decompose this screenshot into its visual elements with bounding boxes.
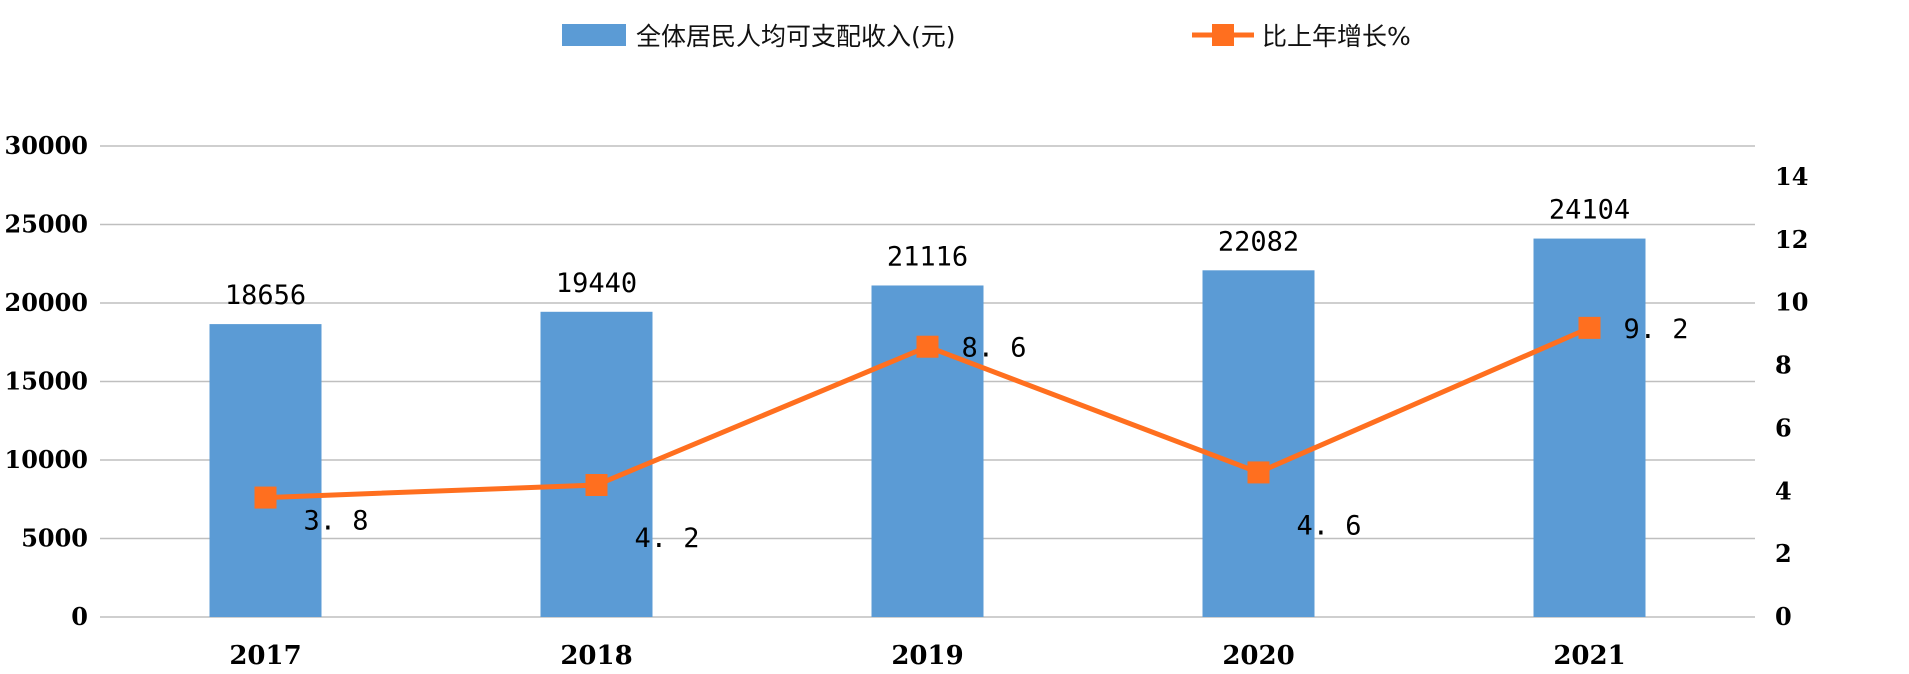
right-axis-tick-label: 8: [1775, 351, 1792, 380]
legend-line-marker: [1212, 24, 1234, 46]
line-marker: [585, 474, 608, 496]
bar: [540, 311, 653, 617]
line-marker: [916, 335, 939, 358]
x-axis-label: 2020: [1222, 641, 1294, 671]
bar-value-label: 18656: [225, 280, 306, 311]
bar-value-label: 24104: [1549, 195, 1630, 226]
left-axis-tick-label: 0: [71, 602, 88, 631]
bar: [1533, 238, 1646, 617]
left-axis-tick-label: 20000: [5, 288, 89, 317]
line-series: [254, 316, 1601, 509]
bar-series: [209, 238, 1646, 617]
line-value-label: 3. 8: [304, 506, 369, 537]
line-value-label: 9. 2: [1624, 314, 1689, 345]
line-marker: [1578, 316, 1601, 339]
left-axis-tick-label: 25000: [5, 210, 89, 239]
x-axis-label: 2017: [229, 641, 301, 671]
line-marker: [254, 486, 277, 509]
right-axis-tick-label: 10: [1775, 288, 1808, 317]
legend-bar-label: 全体居民人均可支配收入(元): [636, 22, 956, 51]
bar-value-label: 21116: [887, 241, 968, 272]
legend: 全体居民人均可支配收入(元) 比上年增长%: [562, 22, 1411, 51]
legend-bar-swatch: [562, 24, 626, 46]
bar-value-label: 22082: [1218, 226, 1299, 257]
bar: [1202, 270, 1315, 617]
right-axis-ticks: 0 2 4 6 8 10 12 14: [1775, 162, 1808, 631]
right-axis-tick-label: 4: [1775, 476, 1792, 505]
x-axis-label: 2018: [560, 641, 632, 671]
right-axis-tick-label: 6: [1775, 413, 1792, 442]
right-axis-tick-label: 0: [1775, 602, 1792, 631]
bar-value-labels: 18656 19440 21116 22082 24104: [225, 195, 1630, 312]
line-value-label: 8. 6: [962, 333, 1027, 364]
line-value-labels: 3. 8 4. 2 8. 6 4. 6 9. 2: [304, 314, 1689, 554]
bar-value-label: 19440: [556, 268, 637, 299]
x-axis-labels: 2017 2018 2019 2020 2021: [229, 641, 1625, 671]
legend-line-label: 比上年增长%: [1262, 22, 1411, 51]
x-axis-label: 2021: [1553, 641, 1625, 671]
line-value-label: 4. 6: [1297, 510, 1362, 541]
right-axis-tick-label: 12: [1775, 225, 1808, 254]
line-value-label: 4. 2: [635, 523, 700, 554]
line-marker: [1247, 461, 1270, 484]
left-axis-tick-label: 10000: [5, 445, 89, 474]
bar: [209, 324, 322, 617]
left-axis-tick-label: 30000: [5, 131, 89, 160]
left-axis-ticks: 0 5000 10000 15000 20000 25000 30000: [5, 131, 89, 631]
x-axis-label: 2019: [891, 641, 963, 671]
left-axis-tick-label: 5000: [21, 524, 88, 553]
left-axis-tick-label: 15000: [5, 367, 89, 396]
right-axis-tick-label: 14: [1775, 162, 1808, 191]
right-axis-tick-label: 2: [1775, 539, 1792, 568]
